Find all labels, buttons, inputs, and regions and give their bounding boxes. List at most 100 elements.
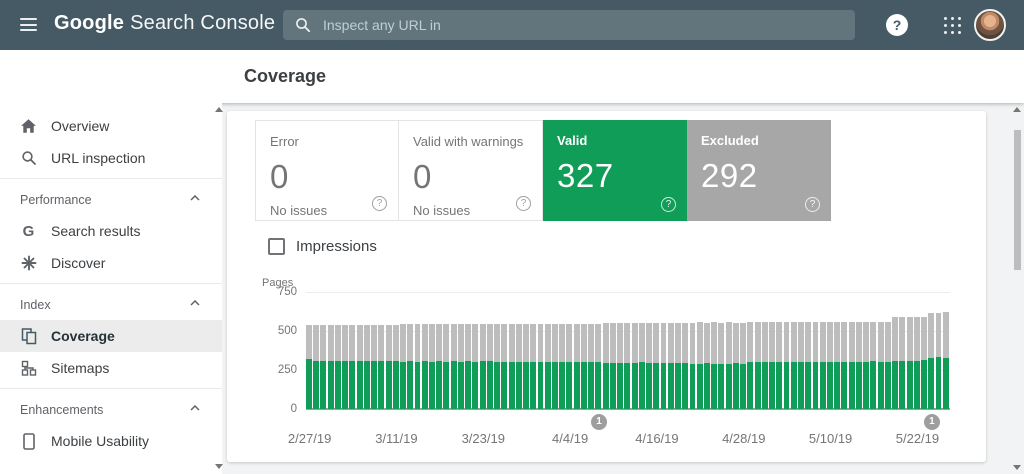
- sidebar-item-mobile-usability[interactable]: Mobile Usability: [0, 425, 222, 457]
- chart-bar[interactable]: [385, 325, 392, 409]
- chart-bar[interactable]: [602, 323, 609, 409]
- sidebar-section-index[interactable]: Index: [0, 290, 222, 320]
- help-icon[interactable]: ?: [886, 14, 908, 36]
- chart-bar[interactable]: [414, 324, 421, 409]
- chart-bar[interactable]: [573, 323, 580, 409]
- chart-bar[interactable]: [711, 322, 718, 409]
- chart-bar[interactable]: [363, 325, 370, 409]
- card-error[interactable]: Error 0 No issues ?: [255, 120, 399, 221]
- chart-bar[interactable]: [313, 325, 320, 409]
- chart-bar[interactable]: [530, 323, 537, 409]
- chart-bar[interactable]: [783, 322, 790, 409]
- chart-bar[interactable]: [356, 325, 363, 409]
- chart-bar[interactable]: [725, 322, 732, 409]
- scroll-down-icon[interactable]: [215, 464, 223, 469]
- sidebar-section-performance[interactable]: Performance: [0, 185, 222, 215]
- scroll-down-icon[interactable]: [1013, 465, 1021, 470]
- chart-bar[interactable]: [660, 322, 667, 409]
- chart-bar[interactable]: [877, 321, 884, 409]
- chart-bar[interactable]: [892, 317, 899, 409]
- chart-bar[interactable]: [906, 317, 913, 409]
- sidebar-item-discover[interactable]: Discover: [0, 247, 222, 279]
- chart-bar[interactable]: [848, 321, 855, 409]
- chart-bar[interactable]: [342, 325, 349, 409]
- chart-bar[interactable]: [486, 324, 493, 409]
- url-inspect-search-input[interactable]: Inspect any URL in: [283, 10, 855, 40]
- sidebar-item-url-inspection[interactable]: URL inspection: [0, 142, 222, 174]
- scrollbar-thumb[interactable]: [1014, 130, 1021, 270]
- chart-bar[interactable]: [689, 322, 696, 409]
- chart-bar[interactable]: [450, 324, 457, 409]
- chart-bar[interactable]: [392, 324, 399, 409]
- chart-bar[interactable]: [942, 312, 949, 409]
- chart-bar[interactable]: [334, 325, 341, 409]
- chart-bar[interactable]: [798, 322, 804, 409]
- chart-bar[interactable]: [834, 321, 841, 409]
- chart-bar[interactable]: [754, 322, 761, 409]
- chart-bar[interactable]: [805, 322, 812, 409]
- chart-bar[interactable]: [559, 323, 566, 409]
- chart-bar[interactable]: [761, 321, 768, 409]
- chart-bar[interactable]: [472, 324, 479, 409]
- annotation-marker[interactable]: 1: [591, 414, 608, 430]
- menu-icon[interactable]: [20, 18, 37, 31]
- chart-bar[interactable]: [421, 324, 428, 409]
- chart-bar[interactable]: [552, 323, 558, 409]
- chart-bar[interactable]: [718, 322, 725, 409]
- chart-bar[interactable]: [675, 323, 681, 409]
- sidebar-section-enhancements[interactable]: Enhancements: [0, 395, 222, 425]
- chart-bar[interactable]: [436, 324, 443, 409]
- chart-bar[interactable]: [747, 322, 754, 409]
- chart-bar[interactable]: [537, 323, 544, 409]
- help-icon[interactable]: ?: [805, 197, 820, 212]
- chart-bar[interactable]: [740, 322, 747, 409]
- chart-bar[interactable]: [732, 322, 739, 409]
- sidebar-item-coverage[interactable]: Coverage: [0, 320, 222, 352]
- chart-bar[interactable]: [870, 321, 877, 409]
- chart-bar[interactable]: [320, 325, 327, 409]
- chart-bar[interactable]: [429, 324, 435, 409]
- chart-bar[interactable]: [327, 325, 334, 409]
- chart-bar[interactable]: [400, 324, 406, 409]
- avatar[interactable]: [974, 9, 1006, 41]
- chart-bar[interactable]: [935, 312, 942, 409]
- chart-bar[interactable]: [544, 323, 551, 409]
- chart-bar[interactable]: [884, 321, 891, 409]
- sidebar-item-sitemaps[interactable]: Sitemaps: [0, 352, 222, 384]
- main-scrollbar[interactable]: [1012, 104, 1022, 474]
- apps-grid-icon[interactable]: [944, 17, 961, 34]
- chart-bar[interactable]: [617, 323, 624, 409]
- chart-bar[interactable]: [631, 322, 638, 409]
- app-logo[interactable]: Google Search Console: [54, 12, 275, 35]
- impressions-checkbox[interactable]: [268, 238, 285, 255]
- chart-bar[interactable]: [501, 323, 508, 409]
- chart-bar[interactable]: [928, 313, 935, 409]
- chart-bar[interactable]: [776, 321, 783, 409]
- chart-bar[interactable]: [443, 324, 450, 409]
- chart-bar[interactable]: [306, 325, 312, 409]
- chart-bar[interactable]: [667, 322, 674, 409]
- card-valid-with-warnings[interactable]: Valid with warnings 0 No issues ?: [399, 120, 543, 221]
- chart-bar[interactable]: [566, 323, 573, 409]
- chart-bar[interactable]: [863, 321, 870, 409]
- chart-bar[interactable]: [457, 324, 464, 409]
- help-icon[interactable]: ?: [516, 196, 531, 211]
- scroll-up-icon[interactable]: [1013, 107, 1021, 112]
- chart-bar[interactable]: [609, 323, 616, 409]
- card-valid[interactable]: Valid 327 ?: [543, 120, 687, 221]
- chart-bar[interactable]: [508, 324, 515, 409]
- chart-bar[interactable]: [812, 322, 819, 409]
- chart-bar[interactable]: [588, 323, 595, 409]
- chart-bar[interactable]: [595, 323, 602, 409]
- chart-bar[interactable]: [349, 325, 356, 409]
- chart-bar[interactable]: [826, 321, 833, 409]
- chart-bar[interactable]: [371, 324, 378, 409]
- card-excluded[interactable]: Excluded 292 ?: [687, 120, 831, 221]
- help-icon[interactable]: ?: [372, 196, 387, 211]
- chart-bar[interactable]: [841, 321, 848, 409]
- chart-bar[interactable]: [624, 322, 631, 409]
- chart-bar[interactable]: [819, 321, 826, 409]
- chart-bar[interactable]: [653, 322, 660, 409]
- sidebar-scrollbar[interactable]: [215, 103, 223, 474]
- chart-bar[interactable]: [769, 322, 776, 409]
